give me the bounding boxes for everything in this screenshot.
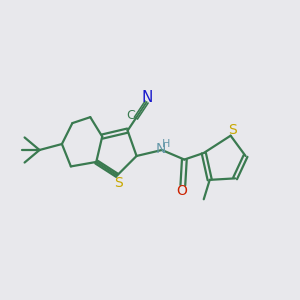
Text: S: S (114, 176, 123, 190)
Text: C: C (126, 109, 135, 122)
Text: H: H (162, 139, 170, 149)
Text: O: O (176, 184, 187, 198)
Text: N: N (155, 142, 166, 156)
Text: N: N (142, 90, 153, 105)
Text: S: S (228, 123, 236, 137)
